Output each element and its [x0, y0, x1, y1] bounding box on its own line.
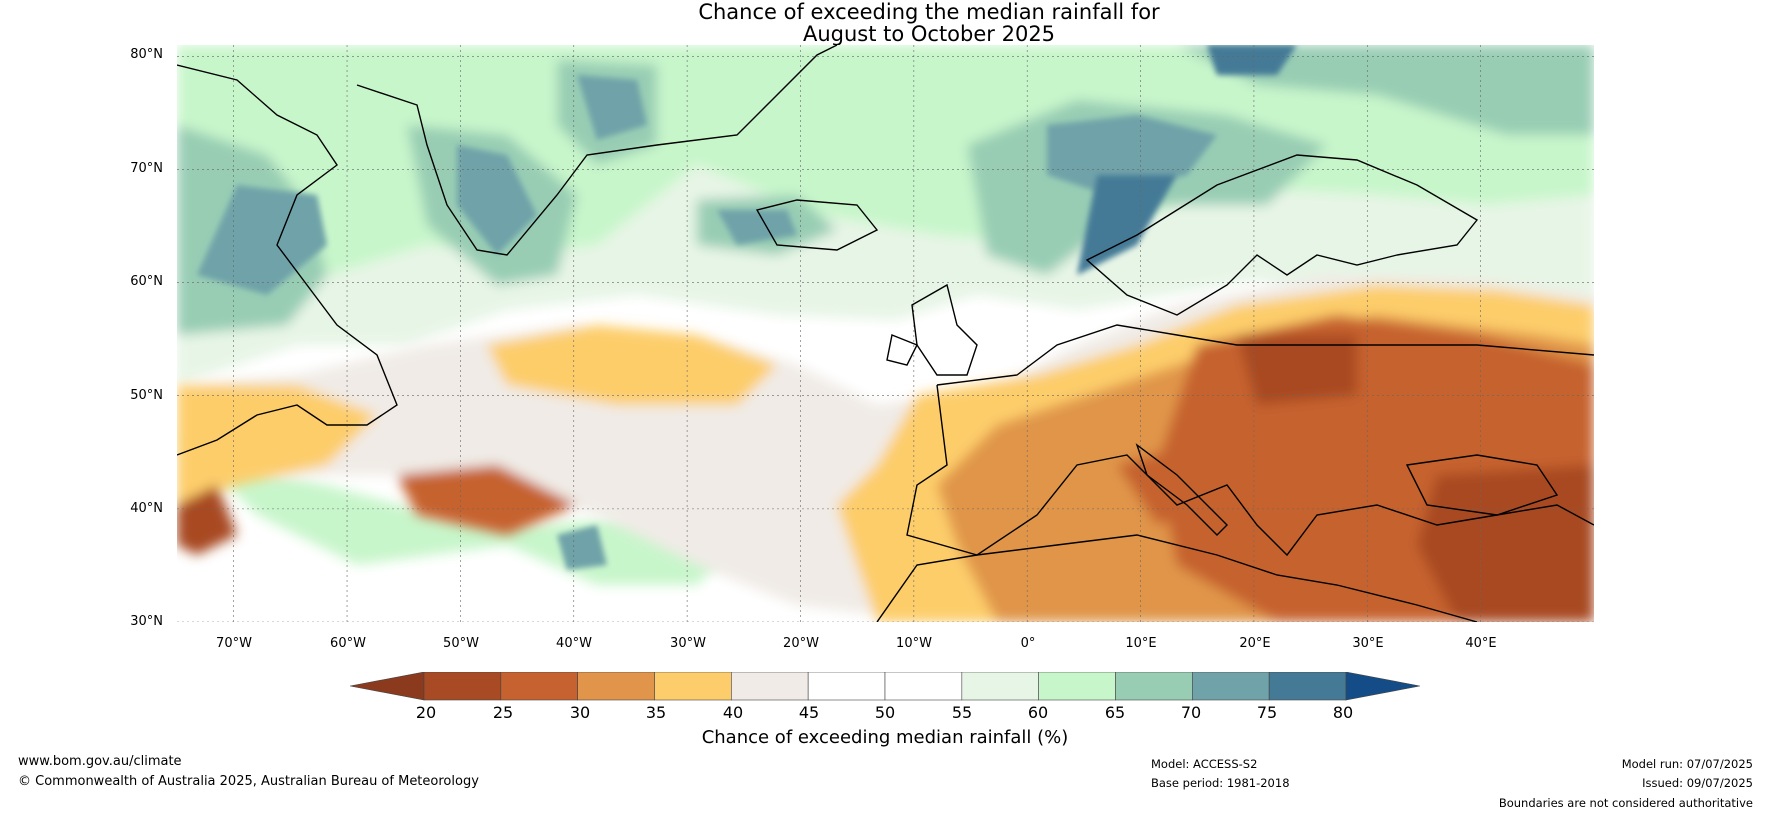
- colorbar-extend-low: [350, 672, 425, 701]
- colorbar-segment: [807, 672, 886, 701]
- copyright-text: © Commonwealth of Australia 2025, Austra…: [18, 774, 479, 789]
- colorbar-tick-30: 30: [569, 703, 591, 722]
- colorbar-segment: [884, 672, 963, 701]
- colorbar-tick-70: 70: [1180, 703, 1202, 722]
- colorbar-segment: [500, 672, 578, 701]
- lat-label-80n: 80°N: [130, 47, 163, 62]
- lon-label-40w: 40°W: [556, 636, 592, 651]
- lon-label-0: 0°: [1020, 636, 1036, 651]
- colorbar-segment: [1268, 672, 1347, 701]
- colorbar-tick-80: 80: [1332, 703, 1354, 722]
- rainfall-map: [177, 45, 1594, 622]
- colorbar-segment: [1115, 672, 1193, 701]
- colorbar: [350, 672, 1420, 701]
- model-run-date: Model run: 07/07/2025: [1621, 757, 1753, 771]
- lon-label-20w: 20°W: [783, 636, 819, 651]
- lon-label-30e: 30°E: [1352, 636, 1384, 651]
- model-name: Model: ACCESS-S2: [1151, 757, 1258, 771]
- boundary-disclaimer: Boundaries are not considered authoritat…: [1498, 796, 1753, 810]
- lat-label-60n: 60°N: [130, 274, 163, 289]
- lon-label-70w: 70°W: [216, 636, 252, 651]
- colorbar-segment: [1038, 672, 1116, 701]
- map-subtitle: August to October 2025: [802, 22, 1056, 46]
- lat-label-70n: 70°N: [130, 161, 163, 176]
- colorbar-segment: [577, 672, 655, 701]
- base-period: Base period: 1981-2018: [1151, 776, 1290, 790]
- dry-anomaly-regions: [177, 275, 1594, 622]
- lon-label-30w: 30°W: [670, 636, 706, 651]
- lat-label-50n: 50°N: [130, 388, 163, 403]
- strong-wet-cores: [197, 45, 1297, 570]
- colorbar-tick-65: 65: [1104, 703, 1126, 722]
- colorbar-segment: [731, 672, 809, 701]
- lat-label-40n: 40°N: [130, 501, 163, 516]
- colorbar-tick-75: 75: [1256, 703, 1278, 722]
- colorbar-segment: [961, 672, 1039, 701]
- lon-label-60w: 60°W: [330, 636, 366, 651]
- lon-label-10w: 10°W: [896, 636, 932, 651]
- lon-label-10e: 10°E: [1125, 636, 1157, 651]
- colorbar-tick-55: 55: [951, 703, 973, 722]
- colorbar-tick-20: 20: [415, 703, 437, 722]
- map-title: Chance of exceeding the median rainfall …: [698, 0, 1160, 24]
- colorbar-tick-50: 50: [874, 703, 896, 722]
- lon-label-20e: 20°E: [1239, 636, 1271, 651]
- colorbar-tick-25: 25: [492, 703, 514, 722]
- colorbar-tick-45: 45: [798, 703, 820, 722]
- colorbar-tick-60: 60: [1027, 703, 1049, 722]
- lat-label-30n: 30°N: [130, 614, 163, 629]
- colorbar-tick-40: 40: [722, 703, 744, 722]
- colorbar-tick-35: 35: [645, 703, 667, 722]
- colorbar-label: Chance of exceeding median rainfall (%): [701, 727, 1069, 748]
- website-link[interactable]: www.bom.gov.au/climate: [18, 754, 182, 769]
- colorbar-segment: [1192, 672, 1270, 701]
- lon-label-40e: 40°E: [1465, 636, 1497, 651]
- lon-label-50w: 50°W: [443, 636, 479, 651]
- coastlines: [177, 45, 1594, 622]
- colorbar-segment: [654, 672, 732, 701]
- issued-date: Issued: 09/07/2025: [1642, 776, 1753, 790]
- colorbar-segment: [423, 672, 502, 701]
- colorbar-extend-high: [1345, 672, 1420, 701]
